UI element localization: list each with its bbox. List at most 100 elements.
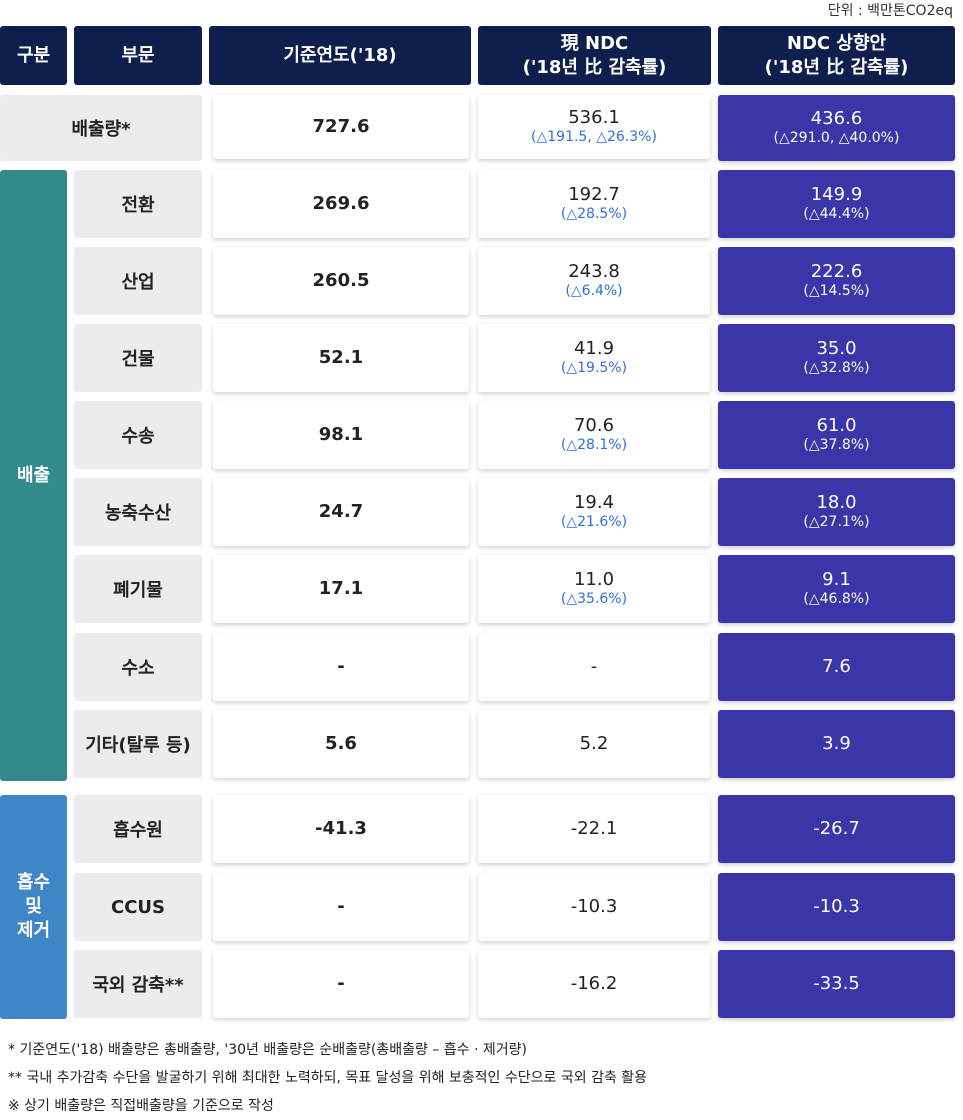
footnote-3: ※ 상기 배출량은 직접배출량을 기준으로 작성 — [8, 1098, 274, 1114]
upgrade-ndc-value: 3.9 — [822, 733, 851, 754]
base-year-value: 260.5 — [312, 270, 370, 291]
current-ndc-cell: 11.0 (△35.6%) — [478, 555, 710, 623]
upgrade-ndc-reduction: (△46.8%) — [803, 591, 870, 607]
current-ndc-value: 5.2 — [579, 733, 609, 754]
group-absorption-removal: 흡수 및 제거 — [0, 795, 67, 1019]
upgrade-ndc-value: -33.5 — [813, 973, 860, 994]
total-upgrade-reduction: (△291.0, △40.0%) — [773, 130, 900, 146]
sector-cell: 폐기물 — [74, 555, 202, 623]
upgrade-ndc-value: 18.0 — [816, 492, 857, 513]
header-current-line1: 現 NDC — [560, 32, 629, 54]
base-year-cell: 17.1 — [213, 555, 469, 623]
base-year-cell: - — [213, 873, 469, 941]
base-year-value: 98.1 — [318, 424, 364, 445]
header-category-label: 구분 — [16, 44, 51, 66]
header-base-label: 기준연도('18) — [283, 44, 397, 66]
upgrade-ndc-value: 61.0 — [816, 415, 857, 436]
base-year-cell: 24.7 — [213, 478, 469, 546]
upgrade-ndc-cell: -33.5 — [718, 950, 955, 1018]
current-ndc-value: 19.4 — [573, 492, 615, 513]
base-year-cell: 52.1 — [213, 324, 469, 392]
base-year-value: - — [337, 973, 345, 994]
total-current-cell: 536.1 (△191.5, △26.3%) — [478, 95, 710, 159]
base-year-cell: -41.3 — [213, 795, 469, 863]
current-ndc-reduction: (△21.6%) — [560, 514, 628, 530]
base-year-value: -41.3 — [315, 818, 367, 839]
current-ndc-cell: 5.2 — [478, 710, 710, 778]
base-year-value: 52.1 — [318, 347, 364, 368]
base-year-value: 5.6 — [325, 733, 357, 754]
current-ndc-reduction: (△28.1%) — [560, 437, 628, 453]
upgrade-ndc-reduction: (△44.4%) — [803, 206, 870, 222]
current-ndc-cell: 19.4 (△21.6%) — [478, 478, 710, 546]
base-year-value: - — [337, 896, 345, 917]
upgrade-ndc-cell: -10.3 — [718, 873, 955, 941]
sector-cell: 수송 — [74, 401, 202, 469]
header-sector-label: 부문 — [121, 44, 155, 66]
header-upgrade-ndc: NDC 상향안 ('18년 比 감축률) — [718, 26, 955, 85]
group-absorb-line1: 흡수 — [16, 872, 51, 893]
sector-cell: 수소 — [74, 633, 202, 701]
header-base-year: 기준연도('18) — [209, 26, 471, 85]
header-upgrade-line1: NDC 상향안 — [786, 32, 887, 54]
total-base-cell: 727.6 — [213, 95, 469, 159]
base-year-cell: 98.1 — [213, 401, 469, 469]
upgrade-ndc-cell: 7.6 — [718, 633, 955, 701]
current-ndc-value: - — [590, 656, 598, 677]
sector-cell: 전환 — [74, 170, 202, 238]
total-upgrade-value: 436.6 — [810, 108, 863, 129]
current-ndc-value: 192.7 — [568, 184, 620, 205]
current-ndc-reduction: (△35.6%) — [560, 591, 628, 607]
group-absorb-line3: 제거 — [16, 920, 51, 941]
upgrade-ndc-cell: 18.0 (△27.1%) — [718, 478, 955, 546]
footnotes: * 기준연도('18) 배출량은 총배출량, '30년 배출량은 순배출량(총배… — [8, 1036, 647, 1120]
sector-cell: 농축수산 — [74, 478, 202, 546]
current-ndc-cell: - — [478, 633, 710, 701]
sector-label: 건물 — [121, 349, 155, 370]
sector-label: CCUS — [111, 896, 165, 918]
base-year-cell: 260.5 — [213, 247, 469, 315]
total-label: 배출량* — [71, 119, 131, 140]
footnote-2: ** 국내 추가감축 수단을 발굴하기 위해 최대한 노력하되, 목표 달성을 … — [8, 1070, 648, 1086]
base-year-value: - — [337, 656, 345, 677]
upgrade-ndc-value: 222.6 — [810, 261, 863, 282]
base-year-value: 269.6 — [312, 193, 370, 214]
upgrade-ndc-cell: 61.0 (△37.8%) — [718, 401, 955, 469]
current-ndc-value: 243.8 — [568, 261, 620, 282]
total-current-reduction: (△191.5, △26.3%) — [531, 129, 657, 145]
sector-cell: 건물 — [74, 324, 202, 392]
sector-label: 전환 — [121, 195, 155, 216]
sector-label: 수소 — [121, 658, 155, 679]
current-ndc-cell: -10.3 — [478, 873, 710, 941]
current-ndc-reduction: (△28.5%) — [560, 206, 628, 222]
upgrade-ndc-reduction: (△27.1%) — [803, 514, 870, 530]
base-year-cell: 269.6 — [213, 170, 469, 238]
sector-label: 수송 — [121, 426, 155, 447]
current-ndc-value: 41.9 — [573, 338, 615, 359]
current-ndc-value: -10.3 — [570, 896, 618, 917]
current-ndc-reduction: (△6.4%) — [565, 283, 623, 299]
group-emission-label: 배출 — [16, 464, 51, 486]
base-year-value: 17.1 — [318, 578, 364, 599]
upgrade-ndc-cell: 9.1 (△46.8%) — [718, 555, 955, 623]
total-current-value: 536.1 — [568, 107, 620, 128]
current-ndc-cell: 70.6 (△28.1%) — [478, 401, 710, 469]
upgrade-ndc-reduction: (△32.8%) — [803, 360, 870, 376]
header-current-line2: ('18년 比 감축률) — [522, 56, 667, 78]
current-ndc-cell: -22.1 — [478, 795, 710, 863]
sector-label: 폐기물 — [113, 580, 163, 601]
sector-cell: 기타(탈루 등) — [74, 710, 202, 778]
upgrade-ndc-value: 149.9 — [810, 184, 863, 205]
group-emission: 배출 — [0, 170, 67, 781]
unit-label: 단위 : 백만톤CO2eq — [827, 3, 953, 19]
total-upgrade-cell: 436.6 (△291.0, △40.0%) — [718, 95, 955, 161]
current-ndc-cell: -16.2 — [478, 950, 710, 1018]
upgrade-ndc-value: 35.0 — [816, 338, 857, 359]
header-current-ndc: 現 NDC ('18년 比 감축률) — [478, 26, 711, 85]
sector-label: 기타(탈루 등) — [85, 735, 191, 756]
sector-cell: 흡수원 — [74, 795, 202, 863]
current-ndc-cell: 243.8 (△6.4%) — [478, 247, 710, 315]
header-upgrade-line2: ('18년 比 감축률) — [764, 56, 909, 78]
upgrade-ndc-cell: -26.7 — [718, 795, 955, 863]
footnote-1: * 기준연도('18) 배출량은 총배출량, '30년 배출량은 순배출량(총배… — [8, 1042, 527, 1058]
